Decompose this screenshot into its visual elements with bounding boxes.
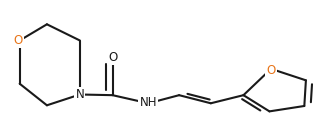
Text: NH: NH bbox=[139, 96, 157, 109]
Text: O: O bbox=[266, 64, 276, 77]
Text: O: O bbox=[13, 34, 23, 47]
Text: O: O bbox=[108, 51, 117, 64]
Text: N: N bbox=[75, 88, 84, 101]
